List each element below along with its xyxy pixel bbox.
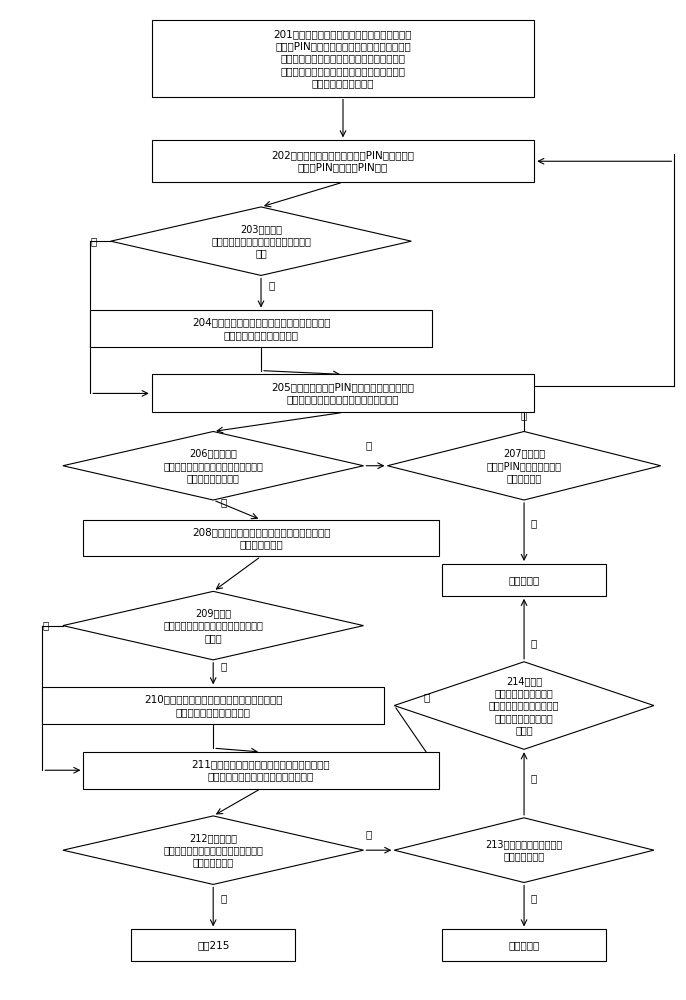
Text: 210：移动终端记录该系统音量值，并将当前系
统音量值设置在预设范围内: 210：移动终端记录该系统音量值，并将当前系 统音量值设置在预设范围内: [144, 694, 283, 717]
Text: 是: 是: [220, 497, 226, 507]
FancyBboxPatch shape: [131, 929, 295, 961]
Text: 否: 否: [521, 410, 527, 420]
Text: 206：移动终端
判断在预设时间内是否接收到智能密钥
设备返回的成功响应: 206：移动终端 判断在预设时间内是否接收到智能密钥 设备返回的成功响应: [163, 448, 263, 483]
Polygon shape: [110, 207, 412, 275]
Text: 204：移动终端记录该系统音量值，并将当前系
统音量值设置在预设范围内: 204：移动终端记录该系统音量值，并将当前系 统音量值设置在预设范围内: [192, 318, 330, 340]
Text: 是: 是: [531, 638, 537, 648]
FancyBboxPatch shape: [90, 310, 431, 347]
Text: 否: 否: [220, 661, 226, 671]
Text: 213：移动终端判断签名指
令是否发送完成: 213：移动终端判断签名指 令是否发送完成: [486, 839, 563, 861]
Text: 214：移动
终端更新签名指令发送
次数，判断更新后的签名指
令发送次数是否达到预
设次数: 214：移动 终端更新签名指令发送 次数，判断更新后的签名指 令发送次数是否达到…: [489, 676, 559, 735]
Text: 205：移动终端将验PIN指令发送至智能密钥设
备，并等待接收智能密钥设备返回的响应: 205：移动终端将验PIN指令发送至智能密钥设 备，并等待接收智能密钥设备返回的…: [272, 382, 414, 405]
Text: 否: 否: [268, 280, 274, 290]
FancyBboxPatch shape: [152, 374, 534, 412]
Text: 208：移动终端组织待签名数据，根据待签名数
据生成签名指令: 208：移动终端组织待签名数据，根据待签名数 据生成签名指令: [192, 527, 330, 549]
Text: 207：移动终
端判断PIN码验证次数是否
达到预设次数: 207：移动终 端判断PIN码验证次数是否 达到预设次数: [486, 448, 562, 483]
FancyBboxPatch shape: [84, 520, 438, 556]
Text: 202：移动终端接收用户输入的PIN码，根据接
收到的PIN码生成验PIN指令: 202：移动终端接收用户输入的PIN码，根据接 收到的PIN码生成验PIN指令: [272, 150, 414, 172]
FancyBboxPatch shape: [442, 929, 606, 961]
Text: 是: 是: [91, 236, 97, 246]
Text: 209：移动
终端获取并判断系统音量值是否在预设
范围内: 209：移动 终端获取并判断系统音量值是否在预设 范围内: [163, 608, 263, 643]
Text: 211：移动终端将签名指令发送至智能密钥设备
，并等待接收智能密钥设备返回的响应: 211：移动终端将签名指令发送至智能密钥设备 ，并等待接收智能密钥设备返回的响应: [191, 759, 331, 781]
Text: 212：移动终端
判断在预设时间内是否接收到智能密钥
设备返回的响应: 212：移动终端 判断在预设时间内是否接收到智能密钥 设备返回的响应: [163, 833, 263, 868]
Text: 否: 否: [366, 829, 372, 839]
Text: 是: 是: [531, 518, 537, 528]
FancyBboxPatch shape: [43, 687, 384, 724]
Text: 步骤215: 步骤215: [197, 940, 229, 950]
Text: 报错，结束: 报错，结束: [508, 940, 540, 950]
FancyBboxPatch shape: [442, 564, 606, 596]
FancyBboxPatch shape: [84, 752, 438, 789]
Polygon shape: [63, 591, 364, 660]
Text: 是: 是: [43, 621, 49, 631]
Polygon shape: [394, 662, 654, 749]
Text: 否: 否: [531, 773, 537, 783]
Text: 203：移动终
端获取并判断系统音量值是否在预设范
围内: 203：移动终 端获取并判断系统音量值是否在预设范 围内: [211, 224, 311, 259]
Polygon shape: [63, 431, 364, 500]
Text: 是: 是: [531, 893, 537, 903]
Polygon shape: [394, 818, 654, 883]
Polygon shape: [388, 431, 661, 500]
Text: 否: 否: [423, 692, 430, 702]
FancyBboxPatch shape: [152, 140, 534, 182]
Text: 否: 否: [366, 441, 372, 451]
FancyBboxPatch shape: [152, 20, 534, 97]
Text: 报错，结束: 报错，结束: [508, 575, 540, 585]
Polygon shape: [63, 816, 364, 884]
Text: 是: 是: [220, 893, 226, 903]
Text: 201：移动终端启动，将屏幕状态设置为高亮，
初始化PIN码验证次数，将指令发送次数置为初
值，将获取签名结果次数置位初值，将获取按
键状态次数置为初值，将异常: 201：移动终端启动，将屏幕状态设置为高亮， 初始化PIN码验证次数，将指令发送…: [274, 29, 412, 88]
